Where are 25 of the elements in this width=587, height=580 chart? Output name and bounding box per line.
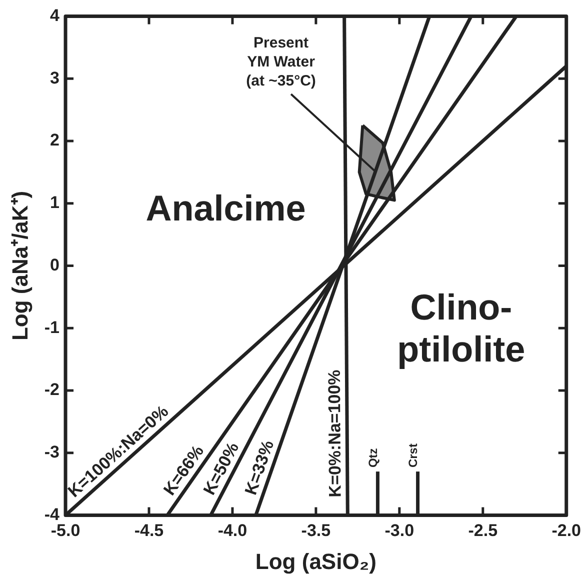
y-tick-label: 1	[50, 193, 60, 212]
x-tick-label: -3.0	[384, 521, 414, 540]
y-tick-label: 3	[50, 68, 60, 88]
x-tick-label: -2.5	[468, 521, 498, 540]
x-tick-label: -4.5	[134, 521, 164, 540]
x-tick-label: -4.0	[218, 521, 248, 540]
x-tick-label: -2.0	[552, 521, 581, 540]
text: Crst	[406, 444, 420, 468]
y-tick-label: 4	[50, 6, 60, 25]
y-tick-label: -2	[44, 380, 60, 400]
y-tick-label: 2	[50, 130, 60, 150]
y-tick-label: -4	[44, 504, 60, 524]
text: Qtz	[366, 448, 380, 468]
annotation: Present YM Water (at ~35°C)	[246, 34, 316, 90]
x-tick-label: -5.0	[50, 521, 80, 540]
y-tick-label: -3	[44, 442, 60, 462]
annotation: Analcime	[146, 188, 306, 229]
x-tick-label: -3.5	[301, 521, 331, 540]
y-axis-title: Log (aNa⁺/aK⁺)	[7, 190, 32, 341]
annotation: Clino- ptilolite	[397, 286, 526, 370]
text: K=0%:Na=100%	[324, 370, 345, 498]
text: K=33%	[241, 438, 278, 498]
x-axis-title: Log (aSiO₂)	[255, 548, 376, 574]
y-tick-label: -1	[44, 318, 60, 337]
y-tick-label: 0	[50, 255, 60, 274]
